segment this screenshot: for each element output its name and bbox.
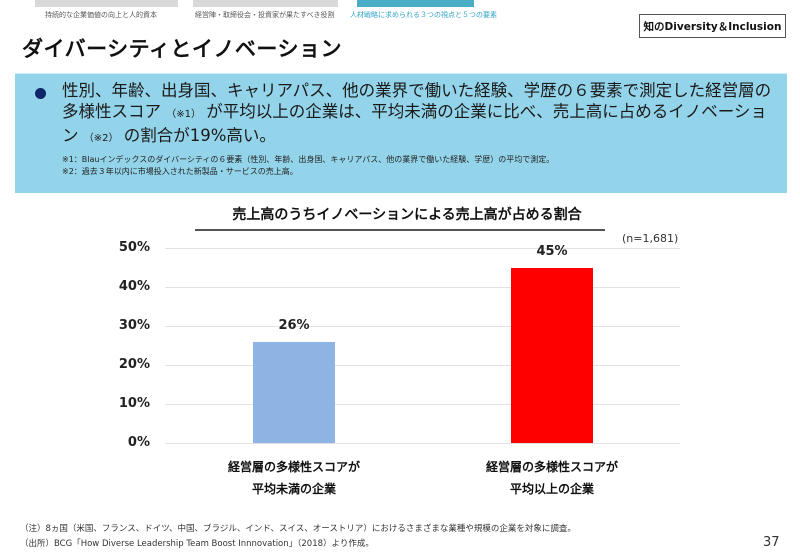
footnote-note: （注）8ヵ国（米国、フランス、ドイツ、中国、ブラジル、インド、スイス、オーストリ… [20,524,576,534]
gridline-10 [165,404,680,405]
summary-line-2a: 多様性スコア [62,102,161,121]
x-label-below-average-line2: 平均未満の企業 [251,482,336,496]
top-tab-1-label: 持続的な企業価値の向上と人的資本 [45,11,157,19]
summary-line-2b: が平均以上の企業は、平均未満の企業に比べ、売上高に占めるイノベーショ [206,102,767,121]
y-tick-40: 40% [118,279,150,294]
top-tab-2-label: 経営陣・取締役会・投資家が果たすべき役割 [195,11,335,19]
summary-text: 性別、年齢、出身国、キャリアパス、他の業界で働いた経験、学歴の６要素で測定した経… [62,80,777,149]
x-label-above-average: 経営層の多様性スコアが 平均以上の企業 [442,456,662,500]
gridline-0 [165,443,680,444]
y-tick-20: 20% [118,357,150,372]
title-divider [15,73,787,74]
footnote-ref-2: （※2） [83,133,119,144]
gridline-50 [165,248,680,249]
page-title: ダイバーシティとイノベーション [22,37,342,61]
gridline-20 [165,365,680,366]
chart-title: 売上高のうちイノベーションによる売上高が占める割合 [232,207,582,223]
bar-value-below-average: 26% [278,318,310,333]
top-tab-3-label: 人材戦略に求められる３つの視点と５つの要素 [350,11,497,19]
summary-line-1: 性別、年齢、出身国、キャリアパス、他の業界で働いた経験、学歴の６要素で測定した経… [62,81,772,100]
summary-box: 性別、年齢、出身国、キャリアパス、他の業界で働いた経験、学歴の６要素で測定した経… [15,74,787,193]
top-tab-1[interactable] [35,0,178,7]
y-tick-50: 50% [118,240,150,255]
gridline-40 [165,287,680,288]
y-tick-10: 10% [118,396,150,411]
section-badge: 知のDiversity＆Inclusion [639,14,786,38]
y-tick-30: 30% [118,318,150,333]
page-number: 37 [763,535,780,550]
bar-below-average [253,342,335,443]
note-1: ※1：Blauインデックスのダイバーシティの６要素（性別、年齢、出身国、キャリア… [62,155,555,164]
note-2: ※2：過去３年以内に市場投入された新製品・サービスの売上高。 [62,167,298,176]
gridline-30 [165,326,680,327]
plot-area: 26% 45% [165,244,680,444]
summary-line-2: 多様性スコア （※1） が平均以上の企業は、平均未満の企業に比べ、売上高に占める… [62,101,777,125]
x-label-below-average: 経営層の多様性スコアが 平均未満の企業 [184,456,404,500]
chart-title-underline [195,229,605,231]
top-tab-2[interactable] [193,0,338,7]
x-label-below-average-line1: 経営層の多様性スコアが [227,460,360,474]
footnote-source: （出所）BCG「How Diverse Leadership Team Boos… [20,539,374,549]
bullet-icon [35,88,46,99]
bar-value-above-average: 45% [536,244,568,259]
x-label-above-average-line1: 経営層の多様性スコアが [485,460,618,474]
footnote-ref-1: （※1） [166,109,201,120]
summary-notes: ※1：Blauインデックスのダイバーシティの６要素（性別、年齢、出身国、キャリア… [62,154,554,178]
sample-size: (n=1,681) [622,232,679,245]
summary-line-3b: の割合が19%高い。 [123,126,276,145]
summary-line-3: ン （※2） の割合が19%高い。 [62,125,777,149]
x-label-above-average-line2: 平均以上の企業 [509,482,594,496]
summary-line-3a: ン [62,126,79,145]
top-tab-3-active[interactable] [357,0,474,7]
bar-above-average [511,268,593,443]
y-tick-0: 0% [127,435,150,450]
